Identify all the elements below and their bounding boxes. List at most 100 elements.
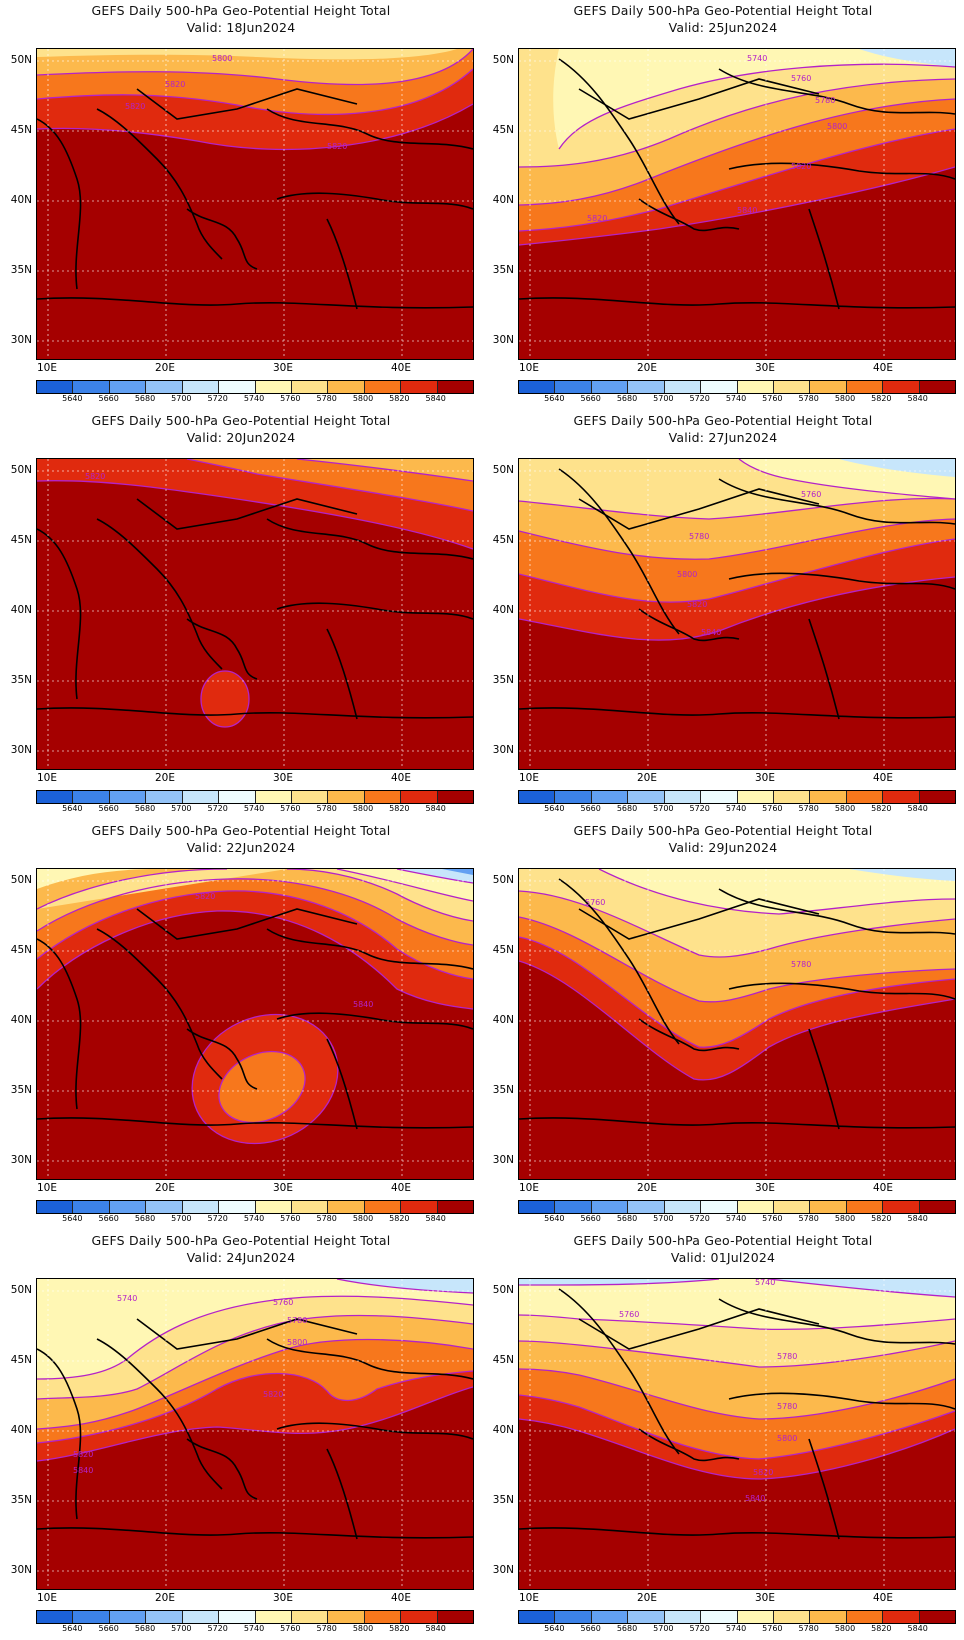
lat-label: 40N — [10, 1014, 32, 1026]
colorbar-swatch — [846, 1201, 884, 1213]
colorbar — [36, 1610, 474, 1624]
contour-label: 5820 — [587, 214, 607, 223]
colorbar-label: 5780 — [798, 1214, 819, 1223]
colorbar-swatch — [37, 1201, 74, 1213]
panel-valid-date: Valid: 24Jun2024 — [186, 1250, 296, 1265]
colorbar-swatch — [701, 791, 738, 803]
colorbar-swatch — [628, 791, 665, 803]
colorbar-swatch — [182, 1201, 220, 1213]
colorbar-label: 5840 — [907, 804, 928, 813]
colorbar-label: 5760 — [762, 394, 783, 403]
colorbar-labels: 5640 5660 5680 5700 5720 5740 5760 5780 5800 5820… — [518, 394, 954, 406]
map-panel-27jun: GEFS Daily 500-hPa Geo-Potential Height … — [482, 410, 964, 820]
colorbar-label: 5840 — [425, 804, 446, 813]
lon-label: 10E — [519, 772, 539, 784]
contour-label: 5840 — [745, 1494, 765, 1503]
colorbar-label: 5760 — [280, 1624, 301, 1633]
lon-label: 30E — [755, 362, 775, 374]
colorbar-swatch — [255, 1201, 292, 1213]
lat-label: 40N — [492, 604, 514, 616]
colorbar-label: 5760 — [280, 394, 301, 403]
lon-label: 40E — [873, 362, 893, 374]
colorbar-swatch — [109, 381, 147, 393]
contour-label: 5820 — [687, 600, 707, 609]
colorbar-swatch — [555, 381, 592, 393]
contour-label: 5800 — [212, 54, 232, 63]
colorbar-label: 5660 — [580, 1624, 601, 1633]
colorbar-swatch — [773, 1201, 811, 1213]
lat-label: 35N — [492, 1084, 514, 1096]
colorbar — [518, 1610, 956, 1624]
lon-label: 10E — [519, 362, 539, 374]
colorbar-swatch — [773, 1611, 811, 1623]
contour-label: 5820 — [165, 80, 185, 89]
contour-label: 5840 — [737, 206, 757, 215]
lat-label: 40N — [10, 1424, 32, 1436]
contour-label: 5740 — [755, 1279, 775, 1287]
lon-label: 10E — [37, 772, 57, 784]
colorbar-swatch — [919, 1201, 956, 1213]
lat-label: 35N — [10, 1494, 32, 1506]
colorbar-swatch — [519, 1201, 556, 1213]
colorbar-swatch — [664, 1201, 702, 1213]
colorbar-swatch — [591, 1611, 629, 1623]
lat-label: 30N — [10, 334, 32, 346]
colorbar-swatch — [401, 1611, 438, 1623]
colorbar-label: 5660 — [580, 1214, 601, 1223]
contour-label: 5780 — [689, 532, 709, 541]
colorbar-swatch — [919, 381, 956, 393]
lat-label: 40N — [492, 1014, 514, 1026]
colorbar-swatch — [664, 1611, 702, 1623]
lat-label: 45N — [492, 944, 514, 956]
colorbar-swatch — [291, 791, 329, 803]
colorbar-label: 5740 — [243, 804, 265, 813]
panel-title: GEFS Daily 500-hPa Geo-Potential Height … — [91, 823, 391, 838]
colorbar-swatch — [883, 791, 920, 803]
colorbar-swatch — [182, 381, 220, 393]
colorbar-swatch — [73, 1201, 110, 1213]
map-panel-22jun: GEFS Daily 500-hPa Geo-Potential Height … — [0, 820, 482, 1230]
colorbar-swatch — [37, 1611, 74, 1623]
lat-label: 35N — [492, 1494, 514, 1506]
contour-label: 5840 — [701, 628, 721, 637]
colorbar-label: 5820 — [871, 1214, 892, 1223]
colorbar-swatch — [437, 381, 474, 393]
colorbar-swatch — [401, 381, 438, 393]
lon-label: 30E — [755, 1592, 775, 1604]
map-panel-01jul: GEFS Daily 500-hPa Geo-Potential Height … — [482, 1230, 964, 1640]
colorbar-label: 5700 — [653, 804, 674, 813]
map-panel-25jun: GEFS Daily 500-hPa Geo-Potential Height … — [482, 0, 964, 410]
contour-label: 5820 — [195, 892, 215, 901]
colorbar-label: 5840 — [425, 394, 446, 403]
panel-valid-date: Valid: 18Jun2024 — [186, 20, 296, 35]
colorbar-label: 5700 — [171, 1214, 192, 1223]
lat-label: 45N — [10, 944, 32, 956]
lat-label: 35N — [492, 264, 514, 276]
colorbar-label: 5720 — [689, 1624, 710, 1633]
panel-title: GEFS Daily 500-hPa Geo-Potential Height … — [91, 3, 391, 18]
colorbar-label: 5640 — [62, 1624, 83, 1633]
lon-label: 40E — [391, 772, 411, 784]
lat-label: 45N — [10, 124, 32, 136]
colorbar-label: 5720 — [689, 804, 710, 813]
colorbar-swatch — [401, 791, 438, 803]
panel-title: GEFS Daily 500-hPa Geo-Potential Height … — [573, 1233, 873, 1248]
lat-label: 30N — [492, 1154, 514, 1166]
colorbar-label: 5740 — [243, 1214, 265, 1223]
colorbar-label: 5660 — [98, 394, 119, 403]
colorbar-label: 5740 — [243, 1624, 265, 1633]
colorbar-swatch — [737, 791, 774, 803]
colorbar-swatch — [846, 381, 884, 393]
colorbar-swatch — [73, 381, 110, 393]
lat-label: 40N — [10, 194, 32, 206]
colorbar-label: 5800 — [352, 1214, 374, 1223]
colorbar-swatch — [519, 791, 556, 803]
lat-label: 40N — [492, 1424, 514, 1436]
contour-label: 5760 — [273, 1298, 293, 1307]
lon-label: 20E — [155, 362, 175, 374]
map-area: 5820 — [36, 458, 474, 770]
colorbar-label: 5700 — [171, 804, 192, 813]
colorbar-label: 5840 — [425, 1214, 446, 1223]
colorbar-swatch — [628, 381, 665, 393]
colorbar-label: 5680 — [616, 804, 638, 813]
